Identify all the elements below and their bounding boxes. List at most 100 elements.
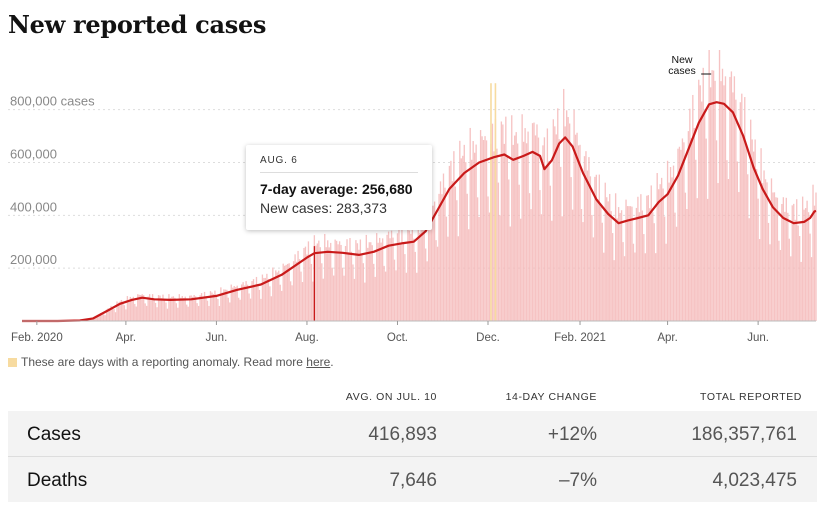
daily-bar (208, 305, 210, 321)
daily-bar (148, 294, 151, 321)
daily-bar (416, 272, 418, 321)
daily-bar (681, 138, 684, 321)
daily-bar (267, 278, 270, 321)
daily-bar (226, 289, 228, 321)
daily-bar (349, 238, 351, 321)
daily-bar (603, 252, 605, 321)
daily-bar (701, 101, 703, 322)
daily-bar (371, 245, 373, 321)
daily-bar (200, 293, 203, 321)
daily-bar (479, 130, 482, 321)
daily-bar (518, 184, 520, 321)
daily-bar (232, 287, 234, 321)
daily-bar (110, 305, 112, 321)
daily-bar (665, 243, 667, 321)
daily-bar (312, 281, 314, 321)
daily-bar (585, 151, 587, 321)
daily-bar (343, 275, 345, 321)
daily-bar (347, 252, 350, 321)
daily-bar (163, 299, 166, 321)
daily-bar (294, 254, 296, 321)
daily-bar (224, 289, 226, 321)
daily-bar (594, 176, 596, 321)
daily-bar (344, 246, 347, 321)
daily-bar (243, 285, 246, 321)
daily-bar (178, 294, 180, 321)
daily-bar (94, 318, 96, 321)
daily-bar (273, 276, 275, 321)
daily-bar (396, 233, 399, 321)
data-tooltip: AUG. 6 7-day average: 256,680 New cases:… (246, 145, 432, 230)
daily-bar (306, 254, 308, 321)
daily-bar (658, 189, 660, 321)
daily-bar (668, 182, 670, 321)
daily-bar (376, 233, 378, 321)
cases-change: +12% (547, 424, 597, 445)
cases-chart[interactable]: 200,000 400,000 600,000 800,000 cases Feb. … (0, 50, 822, 350)
daily-bar (629, 206, 632, 321)
daily-bar (591, 214, 593, 321)
daily-bar (778, 240, 780, 321)
daily-bar (754, 139, 756, 321)
y-tick-label: 800,000 cases (10, 94, 95, 109)
new-cases-annotation: New cases (658, 55, 706, 77)
daily-bar (475, 144, 477, 321)
daily-bar (576, 132, 578, 321)
daily-bar (712, 70, 715, 321)
daily-bar (650, 185, 652, 321)
daily-bar (134, 303, 136, 321)
daily-bar (741, 93, 743, 322)
daily-bar (488, 212, 491, 321)
daily-bar (539, 190, 541, 321)
deaths-change: –7% (558, 470, 597, 491)
daily-bar (258, 289, 261, 321)
daily-bar (340, 244, 342, 321)
daily-bar (183, 298, 185, 321)
y-axis-ticks: 200,000 400,000 600,000 800,000 cases (10, 94, 95, 268)
daily-bar (766, 182, 768, 321)
daily-bar (196, 303, 198, 321)
daily-bar (564, 126, 566, 321)
daily-bar (119, 301, 121, 321)
daily-bar (436, 246, 439, 321)
daily-bar (662, 188, 664, 321)
daily-bar (447, 236, 449, 321)
daily-bar (432, 205, 434, 321)
daily-bar (476, 197, 479, 321)
daily-bar (162, 294, 164, 321)
daily-bar (442, 173, 445, 321)
daily-bar (206, 300, 209, 321)
daily-bar (172, 296, 175, 321)
daily-bar (680, 149, 682, 321)
daily-bar (386, 234, 388, 321)
daily-bar (321, 263, 323, 321)
daily-bar (677, 148, 679, 321)
daily-bar (457, 236, 459, 321)
daily-bar (794, 219, 796, 321)
daily-bar (554, 126, 556, 321)
average-line (22, 101, 817, 323)
daily-bar (764, 179, 767, 321)
deaths-average: 7,646 (389, 470, 437, 491)
daily-bar (298, 259, 301, 321)
daily-bar (270, 296, 272, 321)
anomaly-read-more-link[interactable]: here (306, 355, 331, 369)
daily-bar (451, 181, 454, 321)
daily-bar (714, 80, 716, 321)
daily-bar (807, 212, 810, 321)
daily-bar (511, 115, 513, 321)
daily-bar (393, 259, 396, 321)
daily-bar (331, 267, 333, 321)
daily-bar (729, 76, 731, 321)
daily-bar (499, 215, 501, 321)
daily-bar (810, 257, 813, 321)
daily-bar (125, 309, 127, 321)
daily-bar (531, 123, 534, 321)
daily-bar (533, 122, 535, 322)
daily-bar (772, 192, 774, 321)
daily-bar (177, 307, 179, 321)
daily-bar (448, 165, 451, 321)
daily-bar (184, 296, 186, 321)
daily-bar (358, 249, 360, 321)
daily-bar (586, 170, 589, 321)
